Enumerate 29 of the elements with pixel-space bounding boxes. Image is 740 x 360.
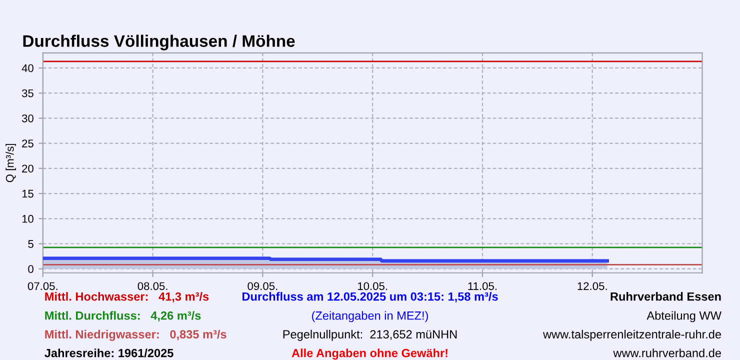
x-tick-label: 11.05.: [468, 282, 497, 290]
text: Durchfluss am 12.05.2025 um 03:15: 1,58 m³/s: [242, 292, 498, 302]
x-tick-label: 10.05.: [358, 282, 388, 290]
text: Abteilung WW: [646, 311, 722, 322]
y-tick-label: 25: [22, 140, 34, 148]
text: (Zeitangaben in MEZ!): [312, 311, 428, 322]
x-tick-label: 09.05.: [248, 282, 278, 290]
y-tick-label: 10: [22, 214, 34, 223]
chart-title: Durchfluss Völlinghausen / Möhne: [23, 34, 295, 50]
ref-line-label: Mittl. Durchfluss: 4,26 m³/s: [45, 311, 201, 322]
x-tick-label: 07.05.: [28, 282, 58, 290]
y-tick-label: 0: [28, 265, 34, 273]
y-tick-label: 15: [22, 190, 34, 198]
x-tick-label: 08.05.: [138, 282, 168, 290]
x-tick-label: 12.05.: [578, 282, 607, 290]
y-axis-title: Q [m³/s]: [6, 144, 16, 182]
text: Ruhrverband Essen: [610, 292, 721, 301]
ref-line-label: Mittl. Hochwasser: 41,3 m³/s: [45, 292, 209, 302]
y-tick-label: 5: [28, 240, 34, 248]
ref-line-label: Mittl. Niedrigwasser: 0,835 m³/s: [45, 330, 226, 341]
y-tick-label: 20: [22, 164, 34, 173]
y-tick-label: 30: [22, 114, 34, 122]
text: www.ruhrverband.de: [613, 348, 721, 358]
y-tick-label: 35: [22, 89, 34, 98]
y-tick-label: 40: [22, 64, 34, 72]
text: Jahresreihe: 1961/2025: [44, 348, 174, 358]
text: www.talsperrenleitzentrale-ruhr.de: [543, 330, 721, 341]
text: Pegelnullpunkt: 213,652 müNHN: [283, 330, 457, 341]
text: Alle Angaben ohne Gewähr!: [292, 348, 448, 360]
